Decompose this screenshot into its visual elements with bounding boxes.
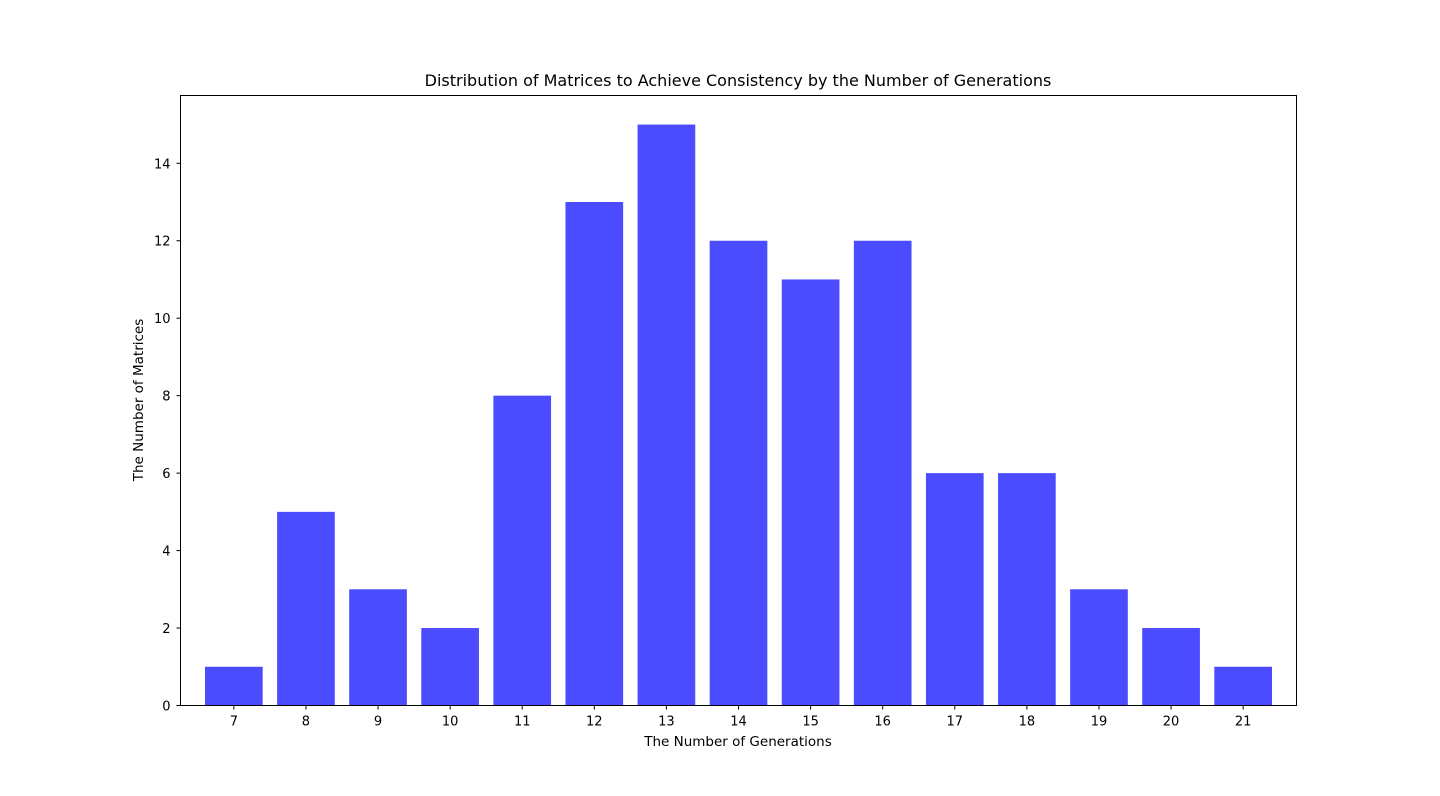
y-tick-label-14: 14 bbox=[154, 157, 171, 172]
bar-18 bbox=[998, 473, 1056, 706]
plot-area-frame bbox=[180, 95, 1297, 706]
x-tick-label-17: 17 bbox=[947, 715, 964, 730]
y-tick-label-10: 10 bbox=[154, 312, 171, 327]
y-tick-label-8: 8 bbox=[162, 390, 170, 405]
bar-13 bbox=[637, 124, 696, 706]
x-tick-label-16: 16 bbox=[874, 715, 891, 730]
y-tick-label-0: 0 bbox=[162, 700, 170, 715]
x-tick-label-14: 14 bbox=[730, 715, 747, 730]
bar-11 bbox=[493, 395, 552, 706]
bar-9 bbox=[349, 589, 407, 706]
x-tick-label-20: 20 bbox=[1163, 715, 1180, 730]
y-axis-ticks: 0 2 4 6 8 10 12 14 bbox=[154, 157, 181, 715]
bar-16 bbox=[853, 240, 912, 706]
x-tick-label-7: 7 bbox=[230, 715, 238, 730]
x-axis-label: The Number of Generations bbox=[643, 734, 832, 750]
bar-10 bbox=[421, 628, 479, 706]
chart-title: Distribution of Matrices to Achieve Cons… bbox=[425, 71, 1052, 90]
y-axis-label: The Number of Matrices bbox=[131, 319, 147, 483]
bar-7 bbox=[205, 666, 263, 706]
y-tick-label-6: 6 bbox=[162, 467, 170, 482]
bar-17 bbox=[925, 473, 984, 706]
y-tick-label-2: 2 bbox=[162, 622, 170, 637]
bars-layer bbox=[205, 124, 1272, 706]
x-tick-label-9: 9 bbox=[374, 715, 382, 730]
x-tick-label-12: 12 bbox=[586, 715, 603, 730]
y-tick-label-12: 12 bbox=[154, 235, 171, 250]
bar-20 bbox=[1142, 628, 1200, 706]
bar-21 bbox=[1214, 666, 1272, 706]
bar-15 bbox=[781, 279, 840, 706]
x-tick-label-19: 19 bbox=[1091, 715, 1108, 730]
x-tick-label-21: 21 bbox=[1235, 715, 1252, 730]
bar-14 bbox=[709, 240, 768, 706]
bar-19 bbox=[1070, 589, 1128, 706]
x-tick-label-13: 13 bbox=[658, 715, 675, 730]
y-tick-label-4: 4 bbox=[162, 545, 170, 560]
bar-8 bbox=[277, 511, 335, 706]
x-tick-label-11: 11 bbox=[514, 715, 531, 730]
x-tick-label-8: 8 bbox=[302, 715, 310, 730]
x-tick-label-18: 18 bbox=[1019, 715, 1036, 730]
x-axis-ticks: 7 8 9 10 11 12 13 14 15 16 17 18 19 20 21 bbox=[230, 705, 1252, 730]
x-tick-label-15: 15 bbox=[802, 715, 819, 730]
bar-12 bbox=[565, 202, 624, 706]
x-tick-label-10: 10 bbox=[442, 715, 459, 730]
